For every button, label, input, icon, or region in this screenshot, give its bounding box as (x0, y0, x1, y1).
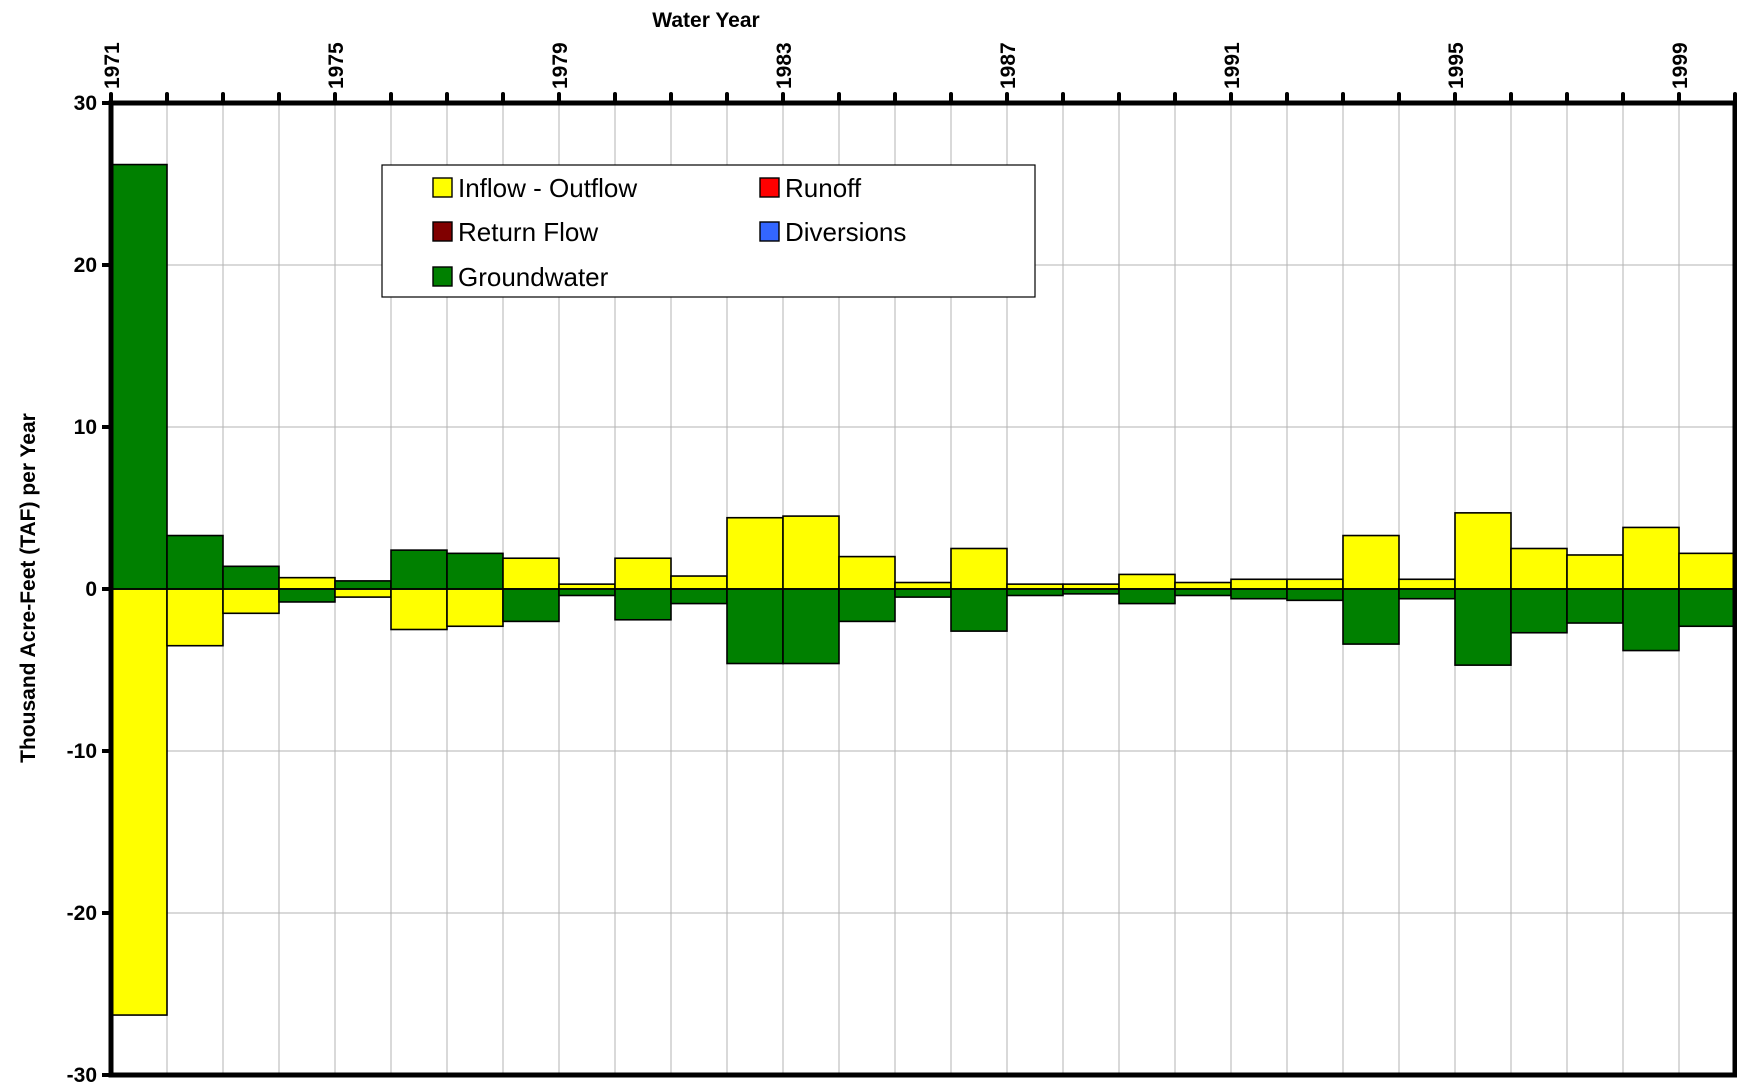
x-tick-label: 1995 (1445, 42, 1468, 89)
bar-inflow-outflow-1976 (390, 588, 448, 631)
bar-inflow-outflow-1974 (278, 576, 336, 590)
bar-groundwater-1977 (446, 552, 504, 590)
bar-inflow-outflow-1998 (1622, 526, 1680, 590)
bar-inflow-outflow-1997 (1566, 554, 1624, 590)
bar-groundwater-1973 (222, 565, 280, 590)
y-tick-label: -30 (67, 1064, 97, 1087)
bar-groundwater-1984 (838, 588, 896, 623)
bar-groundwater-1986 (950, 588, 1008, 632)
bar-groundwater-1978 (502, 588, 560, 623)
bar-groundwater-1993 (1342, 588, 1400, 645)
axes (102, 92, 1737, 1078)
bar-groundwater-1987 (1006, 588, 1064, 597)
legend-label-runoff: Runoff (785, 173, 862, 203)
bar-inflow-outflow-1991 (1230, 578, 1288, 590)
legend: Inflow - Outflow Runoff Return Flow Diversi… (381, 164, 1036, 298)
bar-groundwater-1996 (1510, 588, 1568, 634)
bar-inflow-outflow-1995 (1454, 512, 1512, 590)
bar-groundwater-1999 (1678, 588, 1736, 628)
bar-groundwater-1997 (1566, 588, 1624, 624)
x-tick-label: 1999 (1669, 42, 1692, 89)
legend-swatch-groundwater (432, 266, 453, 287)
bar-inflow-outflow-1986 (950, 547, 1008, 590)
x-tick-labels: 1971 1975 1979 1983 1987 1991 1995 1999 (101, 42, 1692, 89)
bar-inflow-outflow-1983 (782, 515, 840, 590)
bar-inflow-outflow-1996 (1510, 547, 1568, 590)
bar-groundwater-1985 (894, 588, 952, 598)
legend-label-groundwater: Groundwater (458, 262, 609, 292)
bar-groundwater-1998 (1622, 588, 1680, 652)
bar-inflow-outflow-1980 (614, 557, 672, 590)
bar-groundwater-1979 (558, 588, 616, 597)
legend-label-diversions: Diversions (785, 217, 906, 247)
bar-inflow-outflow-1992 (1286, 578, 1344, 590)
y-tick-label: -10 (67, 740, 97, 763)
bar-groundwater-1981 (670, 588, 728, 605)
x-tick-label: 1979 (549, 42, 572, 89)
bar-groundwater-1991 (1230, 588, 1288, 600)
x-tick-label: 1983 (773, 42, 796, 89)
bar-groundwater-1994 (1398, 588, 1456, 600)
bar-inflow-outflow-1994 (1398, 578, 1456, 590)
legend-swatch-inflow-outflow (432, 177, 453, 198)
y-tick-label: 20 (74, 254, 97, 277)
y-tick-label: -20 (67, 902, 97, 925)
legend-swatch-runoff (759, 177, 780, 198)
y-axis-title: Thousand Acre-Feet (TAF) per Year (17, 413, 40, 763)
bar-groundwater-1990 (1174, 588, 1232, 597)
y-tick-label: 10 (74, 416, 97, 439)
x-tick-label: 1975 (325, 42, 348, 89)
bars (110, 163, 1736, 1016)
bar-groundwater-1980 (614, 588, 672, 621)
y-tick-label: 0 (85, 578, 97, 601)
bar-inflow-outflow-1981 (670, 575, 728, 590)
x-tick-label: 1991 (1221, 42, 1244, 89)
bar-groundwater-1972 (166, 534, 224, 590)
bar-groundwater-1992 (1286, 588, 1344, 602)
legend-box (381, 164, 1036, 298)
y-tick-labels: 30 20 10 0 -10 -20 -30 (67, 92, 97, 1087)
y-tick-label: 30 (74, 92, 97, 115)
bar-inflow-outflow-1971 (110, 588, 168, 1016)
bar-groundwater-1983 (782, 588, 840, 665)
bar-groundwater-1995 (1454, 588, 1512, 666)
bar-inflow-outflow-1977 (446, 588, 504, 628)
x-tick-label: 1987 (997, 42, 1020, 89)
legend-swatch-diversions (759, 221, 780, 242)
bar-inflow-outflow-1982 (726, 516, 784, 590)
bar-groundwater-1974 (278, 588, 336, 603)
bar-groundwater-1971 (110, 163, 168, 590)
bar-inflow-outflow-1985 (894, 581, 952, 590)
x-axis-title: Water Year (652, 9, 759, 32)
bar-inflow-outflow-1993 (1342, 534, 1400, 590)
bar-inflow-outflow-1984 (838, 555, 896, 590)
bar-inflow-outflow-1989 (1118, 573, 1176, 590)
x-tick-label: 1971 (101, 42, 124, 89)
bar-inflow-outflow-1978 (502, 557, 560, 590)
legend-label-inflow-outflow: Inflow - Outflow (458, 173, 637, 203)
bar-groundwater-1976 (390, 549, 448, 590)
bar-inflow-outflow-1999 (1678, 552, 1736, 590)
bar-groundwater-1982 (726, 588, 784, 665)
legend-label-return-flow: Return Flow (458, 217, 598, 247)
legend-swatch-return-flow (432, 221, 453, 242)
bar-inflow-outflow-1972 (166, 588, 224, 647)
bar-inflow-outflow-1990 (1174, 581, 1232, 590)
bar-groundwater-1975 (334, 580, 392, 590)
bar-groundwater-1989 (1118, 588, 1176, 605)
bar-inflow-outflow-1973 (222, 588, 280, 615)
bar-inflow-outflow-1975 (334, 588, 392, 598)
